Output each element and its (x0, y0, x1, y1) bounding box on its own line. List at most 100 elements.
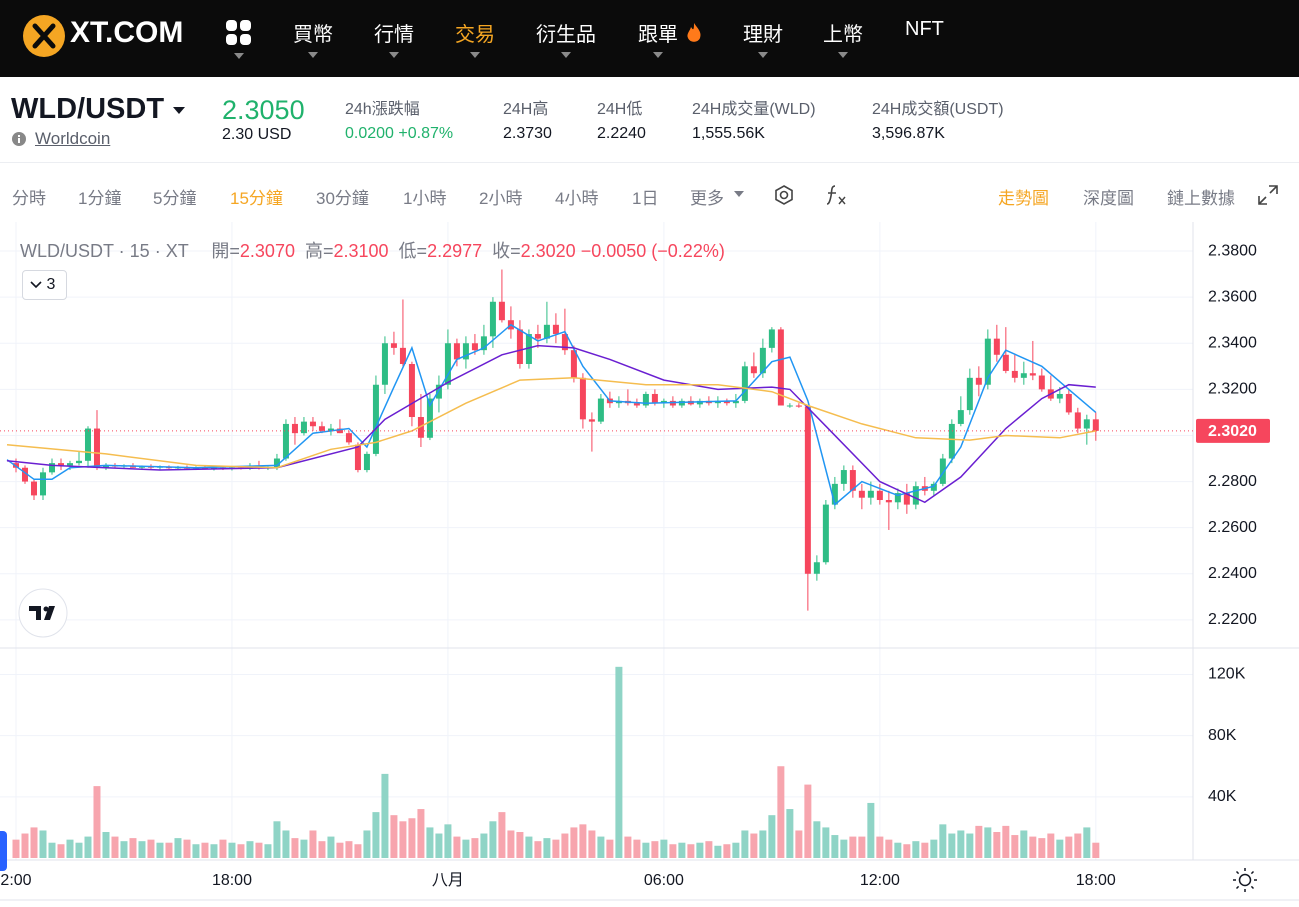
candle-body (1011, 370, 1018, 378)
interval[interactable]: 2小時 (479, 189, 523, 208)
interval[interactable]: 1小時 (403, 189, 447, 208)
interval[interactable]: 1日 (632, 189, 659, 208)
more-caret[interactable] (733, 189, 745, 199)
settings-sun-icon[interactable] (1232, 867, 1258, 893)
candle-body (831, 483, 838, 505)
legend-value: 2.3100 (333, 241, 389, 261)
interval[interactable]: 分時 (12, 189, 46, 208)
indicator-icon[interactable] (825, 183, 849, 207)
candle-body (768, 329, 775, 348)
indicator-count: 3 (46, 276, 56, 293)
brand[interactable]: XT.COM (70, 16, 184, 49)
nav-item[interactable]: 上幣 (823, 18, 863, 58)
view-tab[interactable]: 鏈上數據 (1167, 189, 1235, 208)
nav-item[interactable]: 行情 (374, 18, 414, 58)
volume-bar (120, 841, 128, 858)
view-tab[interactable]: 走勢圖 (998, 189, 1049, 208)
interval[interactable]: 1分鐘 (78, 189, 122, 208)
moving-average (6, 344, 1096, 504)
y-tick-label: 2.3200 (1208, 381, 1257, 398)
x-tick-label: 2:00 (0, 872, 31, 889)
x-tick-label: 12:00 (860, 872, 900, 889)
volume-bar (714, 845, 722, 858)
y-tick-label: 40K (1208, 788, 1237, 805)
volume-bar (1020, 830, 1028, 858)
x-tick-label: 18:00 (1076, 872, 1116, 889)
volume-bar (372, 812, 380, 858)
stat-value: 2.3730 (503, 125, 552, 142)
candle-body (795, 405, 802, 407)
candle-body (1092, 419, 1099, 431)
chart-legend: WLD/USDT · 15 · XT 開=2.3070 高=2.3100 低=2.2… (20, 237, 725, 263)
volume-bar (966, 833, 974, 858)
volume-bar (894, 842, 902, 858)
side-tab[interactable] (0, 831, 7, 871)
volume-bar (417, 809, 425, 858)
candle-body (678, 400, 685, 406)
volume-bar (1092, 842, 1100, 858)
candle-body (300, 421, 307, 434)
interval[interactable]: 5分鐘 (153, 189, 197, 208)
volume-bar (138, 841, 146, 858)
candle-body (867, 490, 874, 498)
nav-item[interactable]: 買幣 (293, 18, 333, 58)
candle-body (138, 466, 145, 468)
candle-body (435, 384, 442, 399)
volume-bar (993, 832, 1001, 858)
volume-bar (1074, 833, 1082, 858)
coin-name[interactable]: Worldcoin (35, 129, 111, 148)
candle-body (417, 417, 424, 438)
volume-bar (327, 836, 335, 858)
candle-body (372, 384, 379, 454)
candle-body (1020, 373, 1027, 378)
volume-bar (255, 842, 263, 858)
candle-body (876, 490, 883, 501)
volume-bar (219, 839, 227, 858)
apps-icon[interactable] (224, 18, 254, 66)
candle-body (1002, 354, 1009, 371)
volume-bar (975, 825, 983, 858)
volume-bar (201, 842, 209, 858)
legend-label: 收= (492, 241, 521, 261)
view-tab[interactable]: 深度圖 (1083, 189, 1134, 208)
interval[interactable]: 更多 (690, 189, 724, 208)
volume-bar (57, 844, 65, 858)
top-nav: XT.COM 買幣 行情 交易 衍生品 跟單 理財 上幣 NFT (0, 0, 1299, 77)
candle-body (957, 410, 964, 424)
interval[interactable]: 4小時 (555, 189, 599, 208)
tradingview-logo[interactable] (17, 587, 69, 639)
last-price: 2.3050 (222, 95, 305, 125)
pair-caret[interactable] (172, 105, 186, 115)
moving-average (6, 323, 1097, 506)
candle-body (696, 400, 703, 405)
nav-item[interactable]: 理財 (743, 18, 783, 58)
candle-body (318, 426, 325, 431)
interval[interactable]: 30分鐘 (316, 189, 369, 208)
volume-bar (426, 827, 434, 858)
indicator-toggle[interactable]: 3 (22, 270, 67, 300)
volume-bar (498, 812, 506, 858)
candle-body (885, 500, 892, 503)
nav-item[interactable]: NFT (905, 18, 944, 40)
logo-icon[interactable] (22, 14, 72, 64)
settings-icon[interactable] (773, 184, 795, 206)
moving-average (6, 377, 1096, 469)
pair[interactable]: WLD/USDT (11, 93, 165, 125)
candle-body (813, 562, 820, 574)
stat-value: 0.0200 +0.87% (345, 125, 454, 142)
last-price-label: 2.3020 (1208, 423, 1257, 440)
nav-item[interactable]: 交易 (455, 18, 495, 58)
volume-bar (948, 833, 956, 858)
toggle-caret (30, 281, 42, 288)
interval[interactable]: 15分鐘 (230, 189, 283, 208)
nav-item[interactable]: 跟單 (638, 18, 678, 58)
nav-item[interactable]: 衍生品 (536, 18, 596, 58)
fullscreen-icon[interactable] (1256, 183, 1280, 207)
candle-body (525, 334, 532, 365)
volume-bar (633, 839, 641, 858)
volume-bar (444, 824, 452, 858)
volume-bar (786, 809, 794, 858)
candle-body (1029, 373, 1036, 376)
candle-body (543, 324, 550, 339)
